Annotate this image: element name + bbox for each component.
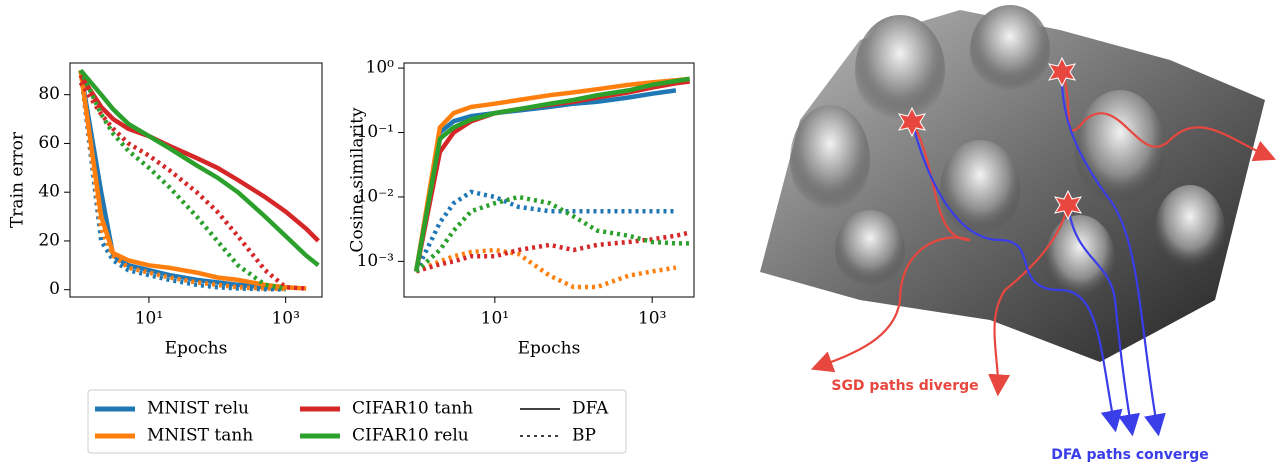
series-line <box>78 70 286 292</box>
y-tick-label: 40 <box>38 182 60 202</box>
series-line <box>414 189 676 273</box>
y-axis-label: Train error <box>8 131 28 228</box>
y-tick-label: 10⁻¹ <box>357 122 394 142</box>
series-line <box>78 68 320 268</box>
x-tick-label: 10³ <box>271 309 299 329</box>
x-tick-label: 10¹ <box>135 309 163 329</box>
legend-label: MNIST relu <box>147 399 249 419</box>
series-line <box>414 194 690 274</box>
series-line <box>415 230 691 274</box>
y-axis-label: Cosine similarity <box>348 107 368 253</box>
dfa-label: DFA paths converge <box>1051 447 1209 463</box>
legend-box <box>87 389 627 454</box>
x-tick-label: 10³ <box>638 309 666 329</box>
legend-label: BP <box>572 426 596 446</box>
legend-label: MNIST tanh <box>147 426 253 446</box>
x-axis-label: Epochs <box>518 339 581 359</box>
legend-label: DFA <box>572 399 609 419</box>
series-line <box>78 69 287 291</box>
series-line <box>413 76 691 272</box>
y-tick-label: 10⁰ <box>366 58 395 78</box>
legend-label: CIFAR10 tanh <box>352 399 473 419</box>
sgd-label: SGD paths diverge <box>831 378 978 394</box>
legend-label: CIFAR10 relu <box>352 426 469 446</box>
series-line <box>415 247 677 290</box>
x-axis-label: Epochs <box>165 339 228 359</box>
y-tick-label: 20 <box>38 230 60 250</box>
y-tick-label: 0 <box>49 279 60 299</box>
series-line <box>413 76 690 272</box>
landscape-illustration: SGD paths diverge DFA paths converge <box>760 5 1277 463</box>
plot-frame <box>69 62 323 298</box>
plot-frame <box>403 62 695 298</box>
y-tick-label: 60 <box>38 133 60 153</box>
y-tick-label: 10⁻² <box>357 186 394 206</box>
y-tick-label: 10⁻³ <box>357 251 394 271</box>
y-tick-label: 80 <box>38 84 60 104</box>
series-line <box>78 73 320 243</box>
x-tick-label: 10¹ <box>481 309 509 329</box>
